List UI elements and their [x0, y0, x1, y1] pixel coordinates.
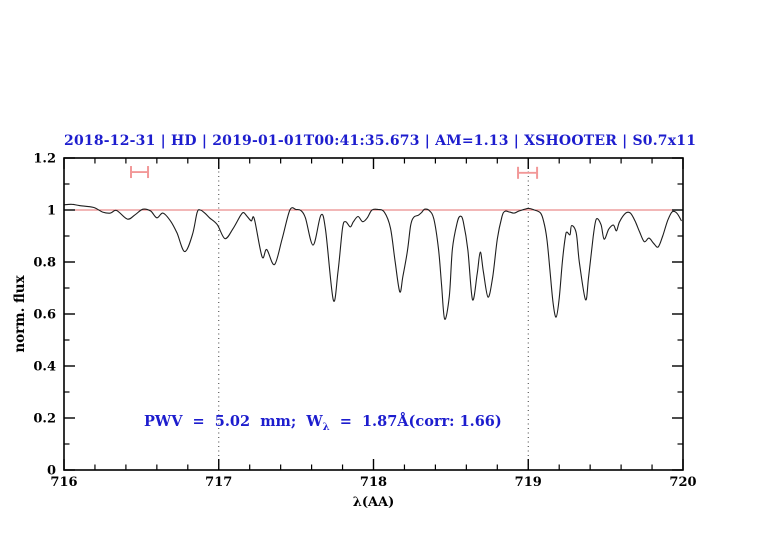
lambda-subscript-icon: λ — [322, 421, 330, 433]
pwv-annotation-suffix: = 1.87Å(corr: 1.66) — [329, 413, 502, 430]
spectrum-line — [63, 203, 682, 320]
pwv-annotation: PWV = 5.02 mm; Wλ = 1.87Å(corr: 1.66) — [144, 413, 502, 433]
y-tick-label: 1.2 — [33, 152, 56, 167]
x-axis-label: λ(AA) — [353, 495, 395, 510]
x-tick-label: 716 — [50, 475, 77, 490]
y-tick-label: 0.6 — [33, 308, 56, 323]
pwv-annotation-prefix: PWV = 5.02 mm; W — [144, 413, 323, 430]
y-tick-label: 0.2 — [33, 412, 56, 427]
y-tick-label: 0.8 — [33, 256, 56, 271]
y-tick-label: 0 — [47, 464, 56, 479]
y-tick-label: 1 — [47, 204, 56, 219]
x-tick-label: 717 — [205, 475, 232, 490]
x-tick-label: 719 — [515, 475, 542, 490]
x-tick-label: 718 — [360, 475, 387, 490]
x-tick-label: 720 — [669, 475, 696, 490]
y-axis-label: norm. flux — [12, 274, 28, 352]
y-tick-label: 0.4 — [33, 360, 56, 375]
plot-title: 2018-12-31 | HD | 2019-01-01T00:41:35.67… — [64, 133, 697, 149]
